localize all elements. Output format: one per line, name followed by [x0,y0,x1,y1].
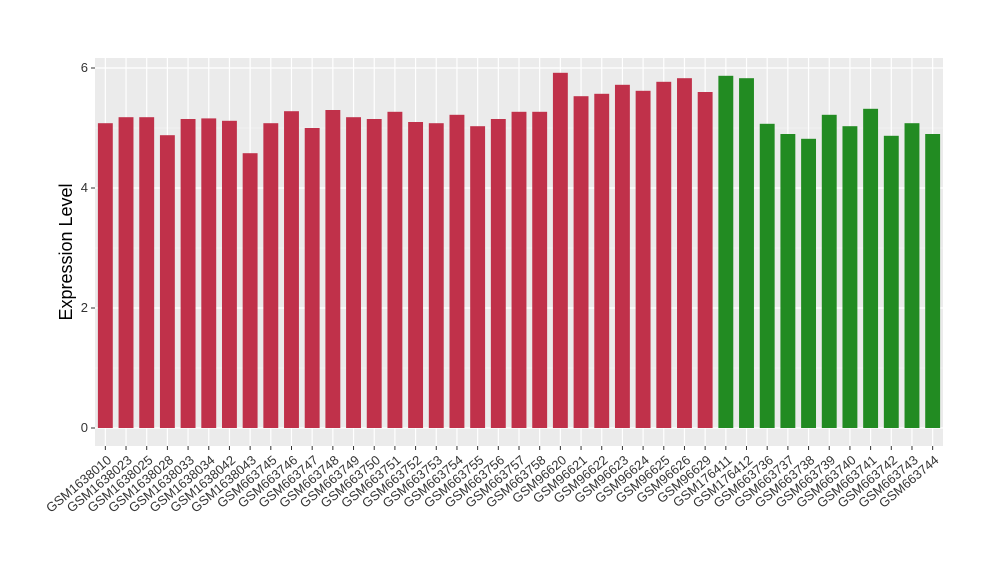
bar-GSM96621 [573,96,589,428]
bar-GSM663758 [532,111,548,429]
bar-GSM1638028 [159,135,175,428]
bar-GSM96624 [635,90,651,429]
y-tick-label: 6 [81,60,88,75]
bar-GSM1638042 [221,120,237,429]
bar-GSM96620 [552,72,568,429]
bar-GSM663744 [925,134,941,428]
bar-GSM663745 [263,123,279,428]
bar-GSM176412 [739,78,754,428]
bar-GSM96629 [697,92,713,428]
bars [97,72,941,429]
bar-GSM96623 [614,84,630,429]
bar-GSM663737 [780,134,796,428]
bar-GSM663741 [863,108,879,429]
bar-GSM663740 [842,126,858,428]
bar-GSM176411 [718,75,734,429]
bar-GSM1638010 [97,123,113,428]
bar-GSM663743 [904,123,920,428]
x-axis: GSM1638010GSM1638023GSM1638025GSM1638028… [43,446,942,515]
y-axis: 0 2 4 6 [81,60,95,435]
bar-GSM663742 [883,135,899,429]
y-tick-label: 0 [81,420,88,435]
bar-GSM663755 [470,126,486,428]
bar-GSM96626 [677,78,692,428]
bar-GSM1638025 [139,117,155,428]
bar-GSM663746 [284,111,299,428]
bar-GSM96622 [594,93,610,429]
bar-GSM1638033 [180,119,196,428]
y-tick-label: 2 [81,300,88,315]
bar-GSM663754 [449,114,465,429]
bar-GSM663738 [801,138,817,429]
bar-GSM663751 [387,111,403,429]
y-tick-label: 4 [81,180,88,195]
bar-GSM663750 [366,119,382,428]
bar-GSM663739 [821,114,837,429]
bar-GSM1638023 [118,117,134,428]
bar-GSM663749 [346,117,361,428]
bar-GSM663753 [428,123,444,428]
bar-GSM663748 [325,110,341,428]
bar-GSM663736 [759,123,775,429]
bar-GSM96625 [656,81,672,429]
bar-GSM663756 [490,119,506,428]
bar-GSM663757 [511,111,527,429]
bar-GSM663747 [304,128,320,428]
bar-GSM663752 [408,122,424,428]
bar-GSM1638043 [242,153,258,428]
bar-GSM1638034 [201,118,217,429]
y-axis-label: Expression Level [56,183,76,320]
